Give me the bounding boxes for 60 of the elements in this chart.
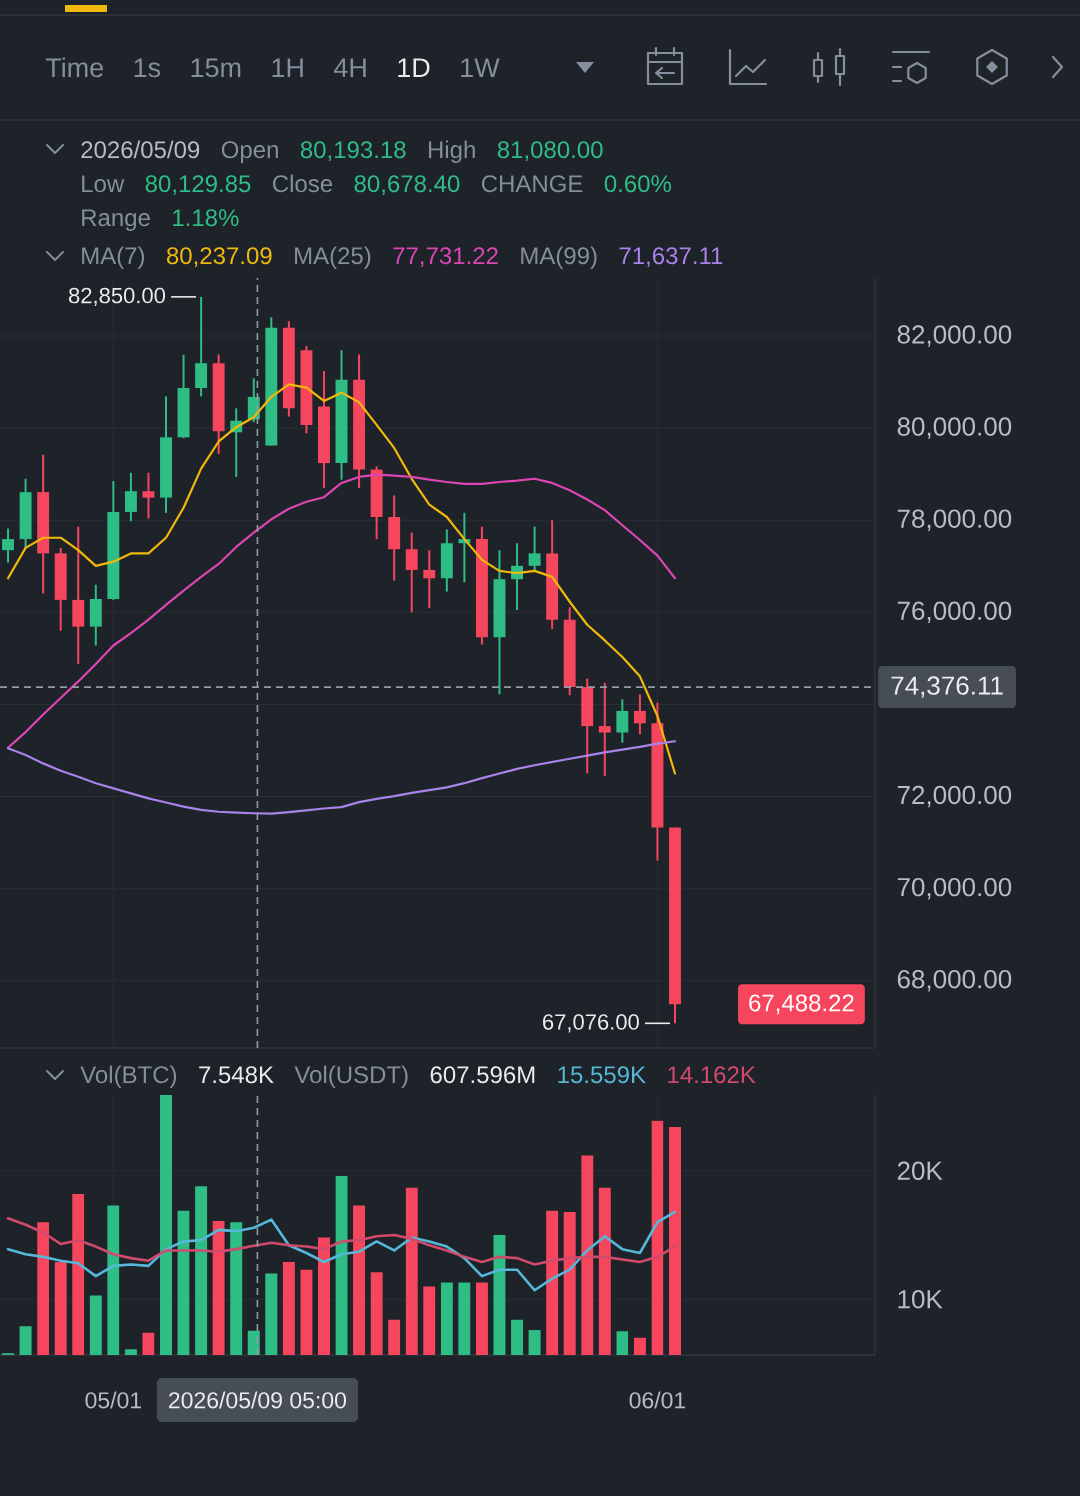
y-tick-label: 78,000.00 xyxy=(897,509,1012,531)
text: 81,080.00 xyxy=(497,141,603,162)
y-tick-label: 68,000.00 xyxy=(897,970,1012,992)
annotation: 67,488.22 xyxy=(749,994,854,1015)
text: 14.162K xyxy=(668,1066,756,1084)
line-series xyxy=(6,473,677,749)
text: 80,193.18 xyxy=(300,141,406,162)
text: Vol(BTC) xyxy=(80,1065,177,1088)
text: Vol(USDT) xyxy=(294,1065,408,1088)
annotation: 82,850.00 xyxy=(68,287,166,306)
text: 0.60% xyxy=(604,175,671,193)
text: Close xyxy=(273,174,333,193)
y-tick-label: 82,000.00 xyxy=(897,325,1012,347)
text: Range xyxy=(82,209,150,231)
text: Low xyxy=(82,175,125,193)
text: 80,237.09 xyxy=(166,247,272,268)
y-tick-label: 76,000.00 xyxy=(897,601,1012,624)
candlestick xyxy=(423,549,436,610)
candlestick xyxy=(598,681,611,777)
line-series xyxy=(6,1210,677,1292)
candlestick xyxy=(142,471,155,520)
text: 15m xyxy=(191,58,241,78)
candlestick xyxy=(2,527,15,564)
annotation: 67,076.00 xyxy=(543,1014,639,1033)
line-series xyxy=(6,383,677,775)
text: 80,678.40 xyxy=(354,175,460,196)
y-tick-label: 20K xyxy=(897,1161,943,1180)
candlestick xyxy=(124,471,137,523)
text: 71,637.11 xyxy=(619,247,723,268)
candlestick xyxy=(616,698,629,744)
text: 1s xyxy=(134,58,161,78)
text: 2026/05/09 xyxy=(81,140,200,159)
y-tick-label: 80,000.00 xyxy=(897,417,1012,439)
y-tick-label: 10K xyxy=(898,1290,943,1309)
text: 80,129.85 xyxy=(145,175,251,196)
text: 1W xyxy=(461,58,500,77)
text: 4H xyxy=(333,58,366,77)
text: MA(25) xyxy=(295,246,371,269)
text: Time xyxy=(45,57,103,78)
candlestick xyxy=(528,525,541,572)
text: CHANGE xyxy=(481,175,583,193)
candlestick xyxy=(405,531,418,614)
text: MA(7) xyxy=(82,246,145,269)
text: MA(99) xyxy=(521,246,597,269)
ref-line-label: 74,376.11 xyxy=(891,676,1003,698)
y-tick-label: 70,000.00 xyxy=(897,877,1012,900)
text: High xyxy=(428,140,475,163)
text: 1D xyxy=(398,58,430,77)
text: 15.559K xyxy=(558,1066,646,1084)
x-tick-label: 05/01 xyxy=(85,1391,141,1409)
text: Open xyxy=(221,141,278,163)
text: 607.596M xyxy=(430,1066,535,1084)
y-tick-label: 72,000.00 xyxy=(897,785,1012,808)
x-tick-label: 06/01 xyxy=(629,1391,686,1409)
text: 77,731.22 xyxy=(393,247,498,268)
text: 7.548K xyxy=(199,1066,274,1084)
text: 1.18% xyxy=(173,209,239,227)
ref-line-label: 2026/05/09 05:00 xyxy=(169,1391,347,1409)
candlestick xyxy=(633,693,646,736)
text: 1H xyxy=(272,58,303,77)
